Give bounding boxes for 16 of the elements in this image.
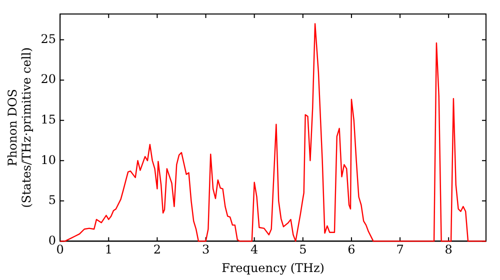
y-tick-label: 20 — [40, 72, 56, 86]
y-tick-label: 15 — [40, 112, 56, 126]
y-tick-label: 0 — [48, 233, 56, 248]
x-tick-label: 4 — [250, 242, 259, 257]
x-tick-label: 6 — [348, 242, 356, 257]
x-tick-label: 3 — [202, 242, 210, 257]
y-tick-label: 25 — [40, 32, 56, 46]
y-tick-label: 5 — [48, 193, 56, 208]
x-tick-label: 5 — [299, 242, 307, 257]
x-axis-title: Frequency (THz) — [222, 260, 324, 275]
x-tick-label: 7 — [396, 242, 404, 257]
x-tick-label: 2 — [153, 242, 162, 257]
x-tick-label: 1 — [104, 242, 112, 257]
y-tick-label: 10 — [40, 152, 56, 167]
x-tick-label: 8 — [444, 242, 452, 257]
y-axis-title: Phonon DOS (States/THz·primitive cell) — [5, 47, 34, 208]
